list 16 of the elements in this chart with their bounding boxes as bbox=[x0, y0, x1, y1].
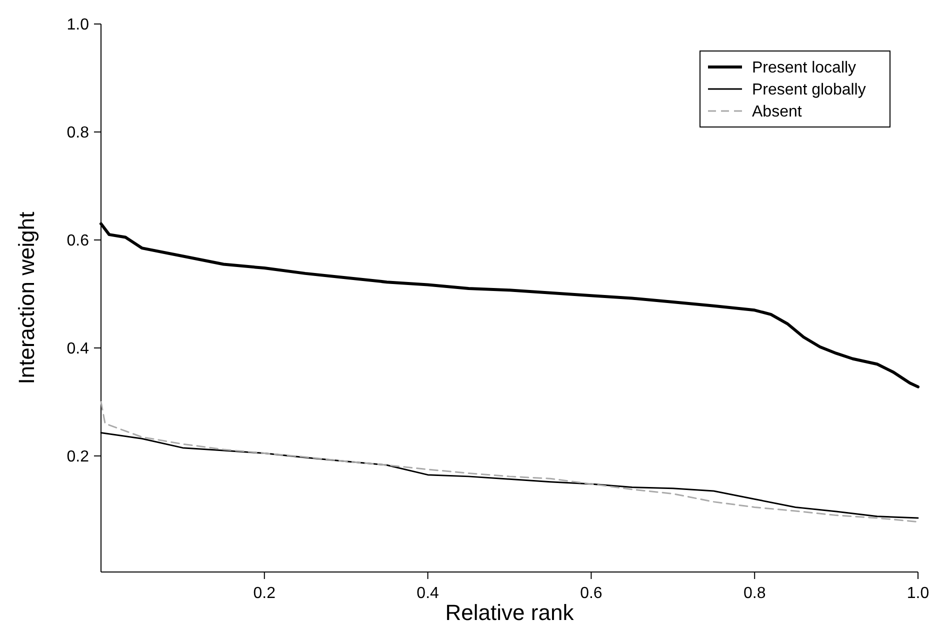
y-axis-title: Interaction weight bbox=[14, 212, 39, 384]
legend-label: Present locally bbox=[752, 60, 856, 77]
legend-label: Absent bbox=[752, 104, 802, 121]
y-tick-label: 1.0 bbox=[66, 16, 90, 34]
x-tick-label: 1.0 bbox=[906, 585, 930, 602]
y-tick-label: 0.6 bbox=[66, 232, 90, 250]
y-tick-label: 0.8 bbox=[66, 124, 90, 142]
x-tick-label: 0.2 bbox=[253, 585, 276, 602]
x-tick-label: 0.6 bbox=[580, 585, 602, 602]
x-axis-title: Relative rank bbox=[445, 600, 575, 625]
x-tick-label: 0.4 bbox=[416, 585, 440, 602]
x-tick-label: 0.8 bbox=[743, 585, 766, 602]
line-series bbox=[100, 401, 919, 523]
y-tick-label: 0.4 bbox=[66, 340, 90, 358]
y-tick-label: 0.2 bbox=[66, 448, 90, 466]
legend-label: Present globally bbox=[752, 82, 866, 99]
